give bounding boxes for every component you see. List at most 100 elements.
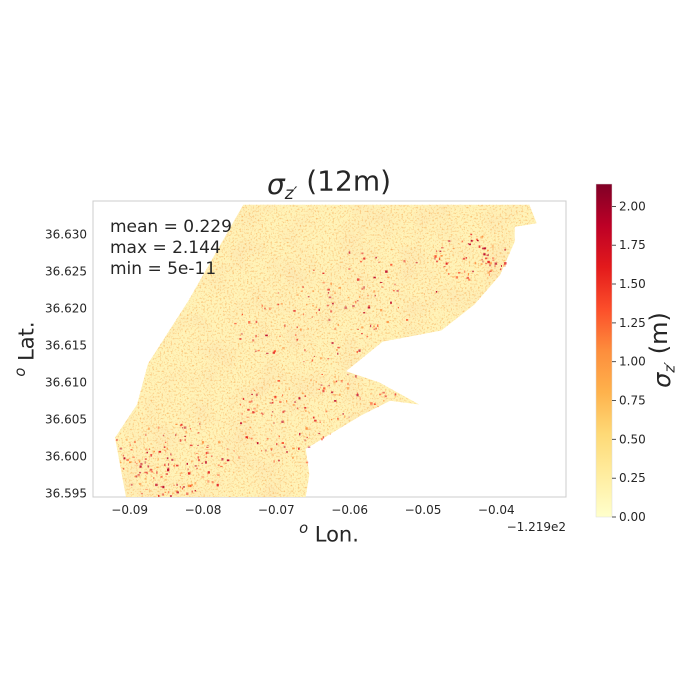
hot-pixel [485, 257, 488, 260]
hot-pixel [367, 306, 371, 309]
hot-pixel [501, 265, 502, 267]
hot-pixel [302, 392, 304, 395]
hot-pixel [325, 410, 328, 413]
hot-pixel [435, 250, 438, 252]
hot-pixel [327, 292, 330, 294]
hot-pixel [144, 471, 147, 473]
hot-pixel [334, 375, 336, 378]
hot-pixel [348, 251, 351, 254]
hot-pixel [162, 434, 165, 437]
hot-pixel [217, 474, 220, 476]
colorbar-ticks: 0.00 0.25 0.50 0.75 1.00 1.25 1.50 1.75 2.00 [612, 199, 646, 524]
hot-pixel [167, 491, 170, 494]
hot-pixel [441, 247, 444, 249]
hot-pixel [211, 481, 214, 484]
hot-pixel [276, 443, 278, 446]
hot-pixel [500, 268, 502, 271]
hot-pixel [465, 257, 468, 259]
hot-pixel [305, 410, 307, 412]
hot-pixel [157, 426, 160, 429]
hot-pixel [356, 393, 359, 397]
hot-pixel [315, 381, 317, 383]
hot-pixel [487, 271, 490, 274]
hot-pixel [282, 347, 285, 349]
hot-pixel [303, 361, 305, 363]
heatmap-speckle [115, 204, 537, 497]
hot-pixel [375, 256, 377, 259]
hot-pixel [255, 393, 258, 396]
hot-pixel [120, 462, 122, 464]
colorbar-label: σz′ (m) [645, 312, 678, 388]
hot-pixel [180, 423, 183, 426]
hot-pixel [489, 270, 492, 272]
hot-pixel [336, 349, 338, 351]
hot-pixel [197, 456, 200, 459]
hot-pixel [255, 350, 257, 352]
hot-pixel [256, 404, 259, 407]
hot-pixel [485, 262, 488, 265]
hot-pixel [234, 322, 237, 325]
hot-pixel [478, 245, 481, 248]
hot-pixel [226, 448, 229, 450]
hot-pixel [271, 415, 273, 417]
hot-pixel [278, 459, 280, 462]
x-axis-label: o Lon. [299, 520, 359, 546]
hot-pixel [253, 407, 256, 410]
hot-pixel [363, 286, 365, 289]
hot-pixel [348, 416, 350, 418]
hot-pixel [337, 323, 339, 326]
hot-pixel [122, 454, 124, 457]
hot-pixel [346, 387, 350, 390]
hot-pixel [438, 257, 441, 260]
hot-pixel [277, 380, 280, 382]
hot-pixel [394, 283, 396, 286]
hot-pixel [373, 325, 375, 327]
hot-pixel [134, 461, 136, 463]
hot-pixel [265, 449, 267, 452]
hot-pixel [434, 257, 436, 260]
hot-pixel [470, 239, 473, 242]
hot-pixel [170, 453, 172, 456]
hot-pixel [462, 257, 466, 260]
hot-pixel [503, 264, 506, 267]
hot-pixel [273, 350, 277, 353]
hot-pixel [343, 415, 346, 418]
hot-pixel [139, 471, 142, 474]
hot-pixel [435, 291, 438, 293]
hot-pixel [446, 269, 448, 272]
hot-pixel [166, 447, 168, 450]
hot-pixel [197, 432, 200, 434]
hot-pixel [318, 432, 321, 435]
hot-pixel [487, 254, 489, 256]
stat-max: max = 2.144 [110, 238, 221, 258]
hot-pixel [298, 397, 301, 400]
hot-pixel [366, 335, 368, 338]
hot-pixel [320, 357, 323, 360]
hot-pixel [286, 400, 288, 403]
hot-pixel [171, 459, 174, 461]
hot-pixel [337, 352, 339, 355]
hot-pixel [467, 278, 471, 281]
hot-pixel [199, 423, 201, 425]
hot-pixel [329, 433, 331, 435]
hot-pixel [122, 467, 124, 469]
hot-pixel [282, 410, 285, 414]
hot-pixel [387, 276, 390, 279]
hot-pixel [383, 399, 385, 402]
stat-mean: mean = 0.229 [110, 217, 232, 237]
hot-pixel [313, 355, 315, 357]
hot-pixel [377, 406, 379, 408]
hot-pixel [331, 302, 334, 305]
hot-pixel [359, 260, 362, 263]
hot-pixel [322, 436, 325, 439]
hot-pixel [406, 319, 409, 321]
hot-pixel [491, 245, 494, 248]
colorbar-tick-label: 0.00 [619, 510, 646, 524]
hot-pixel [330, 282, 332, 285]
hot-pixel [247, 408, 250, 411]
hot-pixel [176, 483, 178, 486]
hot-pixel [271, 399, 273, 401]
hot-pixel [327, 288, 330, 291]
colorbar-tick-label: 1.50 [619, 277, 646, 291]
hot-pixel [320, 384, 323, 386]
